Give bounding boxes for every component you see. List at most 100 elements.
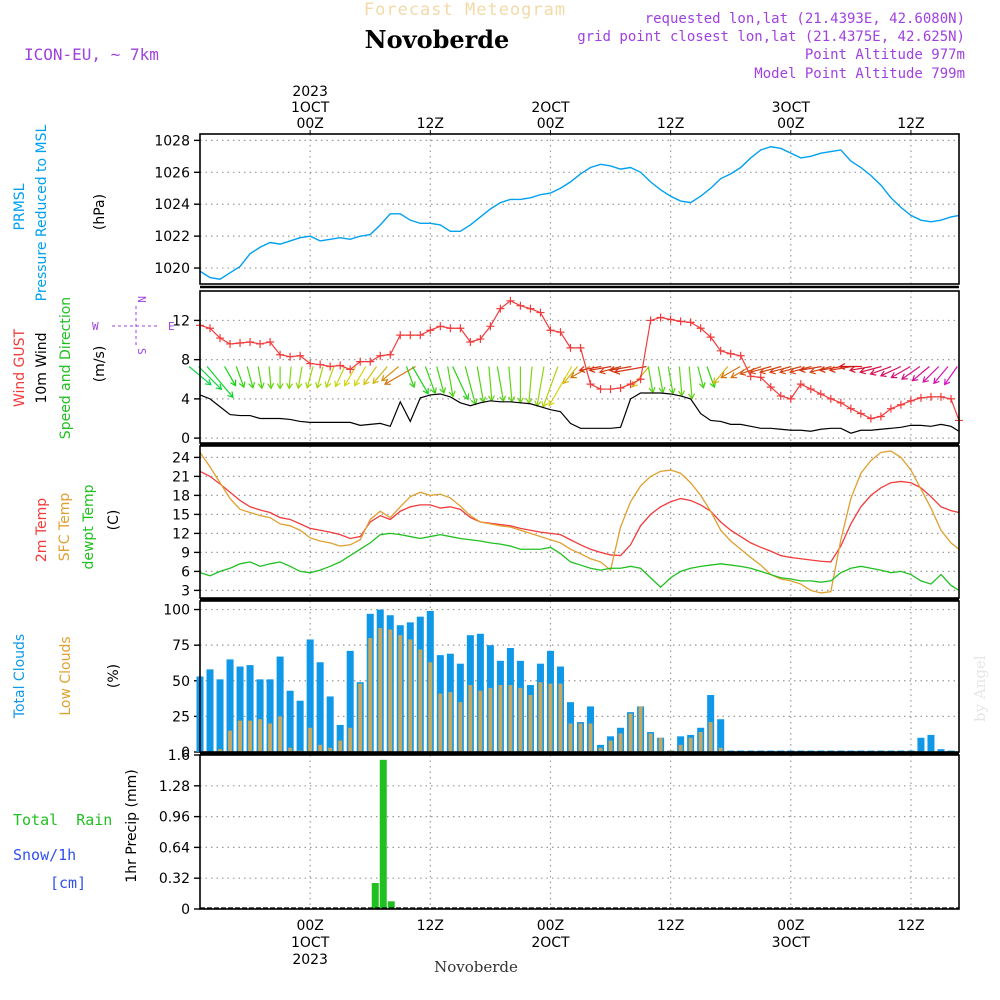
gust-marker (676, 317, 685, 326)
y-tick-label: 21 (172, 469, 190, 485)
wind-barb (697, 366, 705, 388)
y-tick-label: 25 (172, 709, 190, 725)
wind-barb-head (439, 387, 447, 395)
wind-barb (688, 366, 693, 399)
low-cloud-bar (458, 702, 463, 752)
wind-barb-head (569, 372, 577, 379)
wind-barb-head (448, 390, 456, 398)
wind-barb (528, 366, 533, 404)
gust-marker (876, 412, 885, 421)
temp-labels: 2m Temp SFC Temp dewpt Temp (C) (34, 484, 122, 569)
low-cloud-bar (258, 719, 263, 752)
total-cloud-bar (206, 669, 214, 752)
y-tick-label: 0 (181, 431, 190, 447)
wind-dir-label: Speed and Direction (58, 297, 74, 439)
pressure-labels: PRMSL Pressure Reduced to MSL (hPa) (12, 124, 108, 301)
low-cloud-bar (468, 685, 473, 752)
location-title: Novoberde (365, 25, 510, 54)
bottom-time-label: 12Z (897, 918, 924, 934)
snow-legend: Snow/1h (13, 846, 76, 864)
faded-title: Forecast Meteogram (364, 0, 566, 20)
y-tick-label: 0.32 (159, 871, 190, 887)
wind-barb (860, 365, 882, 373)
low-cloud-bar (448, 692, 453, 752)
wind-barb (849, 365, 872, 371)
top-time-label: 12Z (657, 116, 684, 132)
gust-marker (856, 409, 865, 418)
total-cloud-bar (336, 724, 344, 752)
wind-barb-head (562, 377, 570, 385)
temp-line-1 (199, 450, 960, 594)
low-cloud-bar (238, 720, 242, 752)
wind-barb-head (789, 367, 796, 375)
wind-barb (508, 366, 513, 402)
wind-barb (476, 366, 485, 403)
gust-marker (656, 313, 665, 322)
low-cloud-bar (278, 716, 283, 752)
compass-east: E (168, 320, 175, 333)
compass-rose: N S W E (92, 296, 175, 355)
compass-west: W (92, 320, 99, 333)
wind-barb-head (598, 367, 606, 375)
wind-barb (246, 366, 254, 388)
wind-barb-head (730, 372, 738, 379)
wind-barb (325, 366, 335, 388)
low-cloud-bar (388, 629, 393, 752)
clouds-panel: 0 25 50 75 100 (163, 601, 959, 761)
wind-barb (297, 366, 303, 389)
gust-marker (716, 346, 725, 355)
wind-barb-head (879, 370, 887, 378)
low-cloud-bar (478, 690, 483, 752)
low-cloud-bar (608, 740, 613, 752)
wind-barb (570, 365, 591, 379)
wind-barb-head (769, 367, 776, 375)
wind-barb (548, 366, 573, 406)
gust-marker (926, 392, 935, 401)
gust-marker (816, 389, 825, 398)
wind-barb-head (698, 381, 706, 389)
wind-barb-head (267, 382, 275, 390)
gust-marker (426, 326, 435, 335)
gust-marker (886, 404, 895, 413)
gust-marker (446, 324, 455, 333)
wind-barb (488, 366, 493, 401)
wind-barb (235, 366, 245, 388)
low-cloud-bar (358, 683, 363, 752)
point-altitude: Point Altitude 977m (805, 47, 965, 63)
low-cloud-bar (548, 683, 553, 752)
total-cloud-bar (326, 696, 334, 752)
gust-label: Wind GUST (12, 328, 28, 407)
panels: 1020 1022 1024 1026 1028 0 4 8 12 3 6 9 12 15 18 21 24 0 2… (154, 133, 963, 918)
low-cloud-bar (708, 722, 713, 752)
wind-panel: 0 4 8 12 (172, 291, 963, 447)
wind-barb-head (230, 379, 237, 387)
wind-barb-head (257, 382, 265, 390)
wind-barb-head (548, 399, 555, 407)
low-cloud-bar (698, 732, 703, 752)
panel-frame (199, 600, 960, 753)
wind-barb (819, 365, 842, 371)
wind-barb (354, 366, 367, 386)
gust-marker (456, 324, 465, 333)
top-time-label: 1OCT (291, 100, 330, 116)
gust-marker (576, 343, 585, 352)
temp-line-0 (199, 470, 960, 563)
rain-bar (379, 759, 387, 909)
wind-barb-head (922, 376, 929, 383)
low-cloud-bar (428, 662, 433, 752)
total-cloud-bar (316, 662, 324, 752)
low-cloud-bar (288, 747, 293, 752)
wind-barb-head (315, 381, 322, 389)
wind-barb (829, 365, 852, 371)
panel-frame (199, 754, 960, 910)
low-cloud-bar (228, 730, 232, 752)
gust-marker (416, 331, 425, 340)
gust-marker (846, 404, 855, 413)
low-cloud-bar (658, 737, 663, 752)
wind-barb-head (422, 387, 429, 395)
low-cloud-bar (618, 733, 623, 752)
gust-marker (246, 337, 255, 346)
wind-barb-head (354, 379, 361, 387)
wind-barb (759, 365, 782, 373)
wind-barb-head (295, 382, 303, 390)
